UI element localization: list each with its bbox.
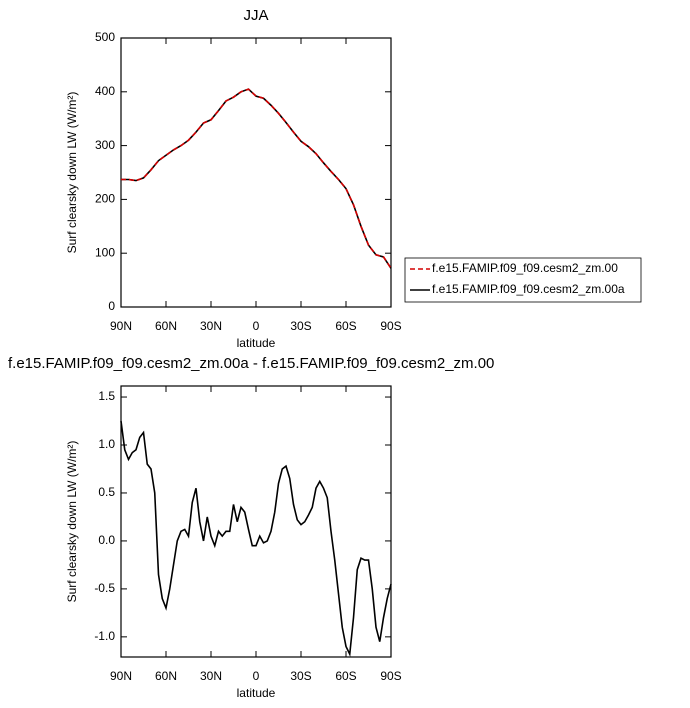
x-tick-label: 90S — [380, 669, 401, 683]
x-axis-label: latitude — [237, 336, 276, 350]
x-tick-label: 90N — [110, 669, 132, 683]
y-tick-label: 1.5 — [98, 389, 115, 403]
legend-box — [404, 257, 642, 303]
x-tick-label: 30S — [290, 319, 311, 333]
x-tick-label: 30N — [200, 669, 222, 683]
y-tick-label: 300 — [95, 138, 115, 152]
series-line — [121, 88, 392, 269]
y-tick-label: 500 — [95, 30, 115, 44]
y-axis-label: Surf clearsky down LW (W/m²) — [65, 441, 79, 603]
chart-title: f.e15.FAMIP.f09_f09.cesm2_zm.00a - f.e15… — [8, 355, 494, 372]
series-line — [121, 88, 392, 269]
x-tick-label: 60S — [335, 669, 356, 683]
x-tick-label: 90S — [380, 319, 401, 333]
y-tick-label: 100 — [95, 245, 115, 259]
y-tick-label: 0.5 — [98, 485, 115, 499]
x-axis-label: latitude — [237, 686, 276, 700]
y-tick-label: 0 — [108, 299, 115, 313]
y-tick-label: -1.0 — [94, 629, 115, 643]
y-tick-label: 200 — [95, 192, 115, 206]
y-axis-label: Surf clearsky down LW (W/m²) — [65, 92, 79, 254]
chart-title: JJA — [243, 7, 268, 24]
y-tick-label: -0.5 — [94, 581, 115, 595]
y-tick-label: 400 — [95, 84, 115, 98]
series-line — [120, 420, 392, 657]
x-tick-label: 60S — [335, 319, 356, 333]
x-tick-label: 0 — [253, 669, 260, 683]
y-tick-label: 0.0 — [98, 533, 115, 547]
plot-frame — [120, 385, 392, 658]
y-tick-label: 1.0 — [98, 437, 115, 451]
x-tick-label: 30S — [290, 669, 311, 683]
x-tick-label: 30N — [200, 319, 222, 333]
x-tick-label: 60N — [155, 669, 177, 683]
plot-frame — [120, 37, 392, 308]
x-tick-label: 60N — [155, 319, 177, 333]
x-tick-label: 0 — [253, 319, 260, 333]
legend-label: f.e15.FAMIP.f09_f09.cesm2_zm.00 — [432, 261, 618, 275]
x-tick-label: 90N — [110, 319, 132, 333]
legend-label: f.e15.FAMIP.f09_f09.cesm2_zm.00a — [432, 282, 625, 296]
